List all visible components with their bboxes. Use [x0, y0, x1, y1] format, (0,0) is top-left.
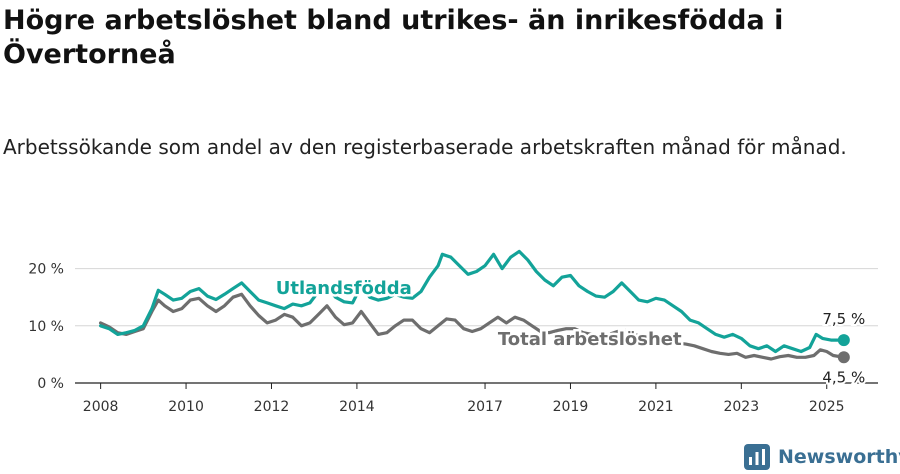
- y-tick-label: 10 %: [28, 319, 64, 335]
- brand-name: Newsworthy: [778, 446, 900, 468]
- series-end-point: [837, 351, 850, 364]
- chart-subtitle: Arbetssökande som andel av den registerb…: [3, 135, 847, 159]
- x-tick-label: 2019: [553, 399, 589, 415]
- x-tick-label: 2012: [254, 399, 290, 415]
- series-line: [99, 249, 846, 354]
- x-tick-label: 2017: [467, 399, 503, 415]
- series-line: [99, 292, 846, 361]
- newsworthy-logo-icon: [744, 444, 770, 470]
- end-value-label: 7,5 %: [822, 310, 865, 328]
- y-tick-label: 20 %: [28, 262, 64, 278]
- end-value-label: 4,5 %: [822, 368, 865, 386]
- series-end-point: [837, 334, 850, 347]
- x-tick-label: 2008: [83, 399, 119, 415]
- x-tick-label: 2014: [339, 399, 375, 415]
- series-label: Total arbetslöshet: [498, 329, 682, 350]
- x-tick-label: 2021: [638, 399, 674, 415]
- x-tick-label: 2010: [168, 399, 204, 415]
- x-tick-label: 2023: [723, 399, 759, 415]
- brand[interactable]: Newsworthy: [744, 442, 900, 472]
- y-tick-label: 0 %: [37, 376, 64, 392]
- x-tick-label: 2025: [809, 399, 845, 415]
- chart-title: Högre arbetslöshet bland utrikes- än inr…: [3, 5, 784, 70]
- series-label: Utlandsfödda: [276, 278, 412, 299]
